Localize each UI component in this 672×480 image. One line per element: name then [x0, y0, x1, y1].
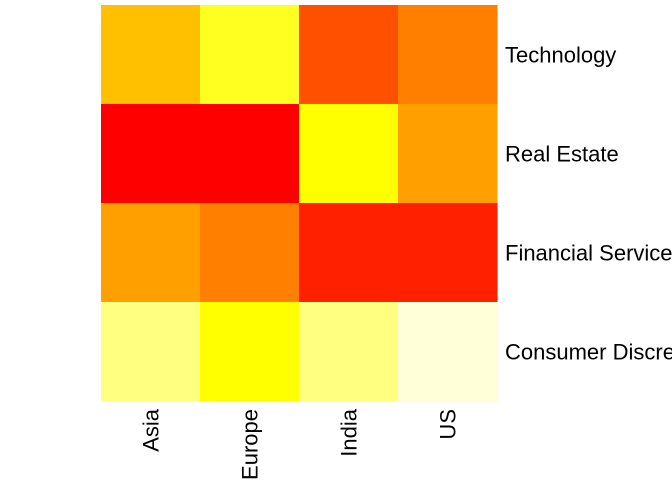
- heatmap-cell-india-technology: [299, 5, 399, 105]
- heatmap-cell-india-consumer-discretionary: [299, 302, 399, 402]
- column-label: India: [337, 408, 362, 456]
- heatmap-cell-us-financial-services: [398, 203, 498, 303]
- column-label: US: [436, 409, 461, 440]
- row-labels: Technology Real Estate Financial Services C…: [505, 43, 672, 365]
- heatmap-cell-asia-technology: [101, 5, 201, 105]
- column-labels: Asia Europe India US: [139, 408, 461, 480]
- heatmap-cell-asia-financial-services: [101, 203, 201, 303]
- row-label: Real Estate: [505, 142, 619, 167]
- heatmap-cell-india-real-estate: [299, 104, 399, 204]
- heatmap-cell-europe-financial-services: [200, 203, 300, 303]
- heatmap-cell-asia-real-estate: [101, 104, 201, 204]
- heatmap-cells: [101, 5, 498, 402]
- heatmap-cell-us-consumer-discretionary: [398, 302, 498, 402]
- heatmap-cell-us-real-estate: [398, 104, 498, 204]
- row-label: Consumer Discretionary: [505, 340, 672, 365]
- heatmap-cell-europe-technology: [200, 5, 300, 105]
- row-label: Financial Services: [505, 241, 672, 266]
- heatmap-cell-us-technology: [398, 5, 498, 105]
- heatmap-cell-india-financial-services: [299, 203, 399, 303]
- column-label: Europe: [238, 409, 263, 480]
- row-label: Technology: [505, 43, 616, 68]
- column-label: Asia: [139, 408, 164, 452]
- heatmap-cell-europe-consumer-discretionary: [200, 302, 300, 402]
- heatmap-cell-europe-real-estate: [200, 104, 300, 204]
- heatmap-cell-asia-consumer-discretionary: [101, 302, 201, 402]
